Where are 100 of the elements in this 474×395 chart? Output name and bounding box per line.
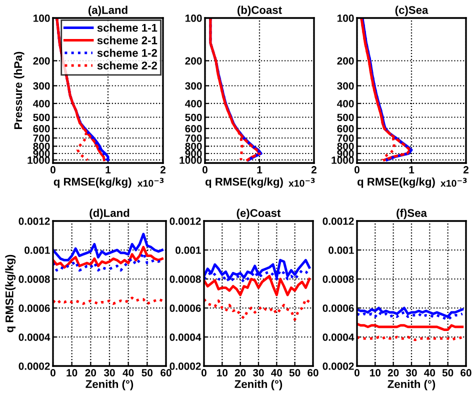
x-axis-title: Zenith (°): [388, 380, 436, 390]
y-tick-label: 500: [185, 114, 202, 122]
x-tick-label: 40: [122, 369, 134, 376]
y-tick-label: 700: [185, 134, 202, 142]
y-tick-label: 0.0002: [170, 362, 201, 370]
y-tick-label: 900: [337, 150, 354, 158]
y-tick-label: 0.0006: [322, 304, 354, 312]
y-tick-label: 0.0004: [18, 334, 50, 341]
y-tick-label: 200: [337, 57, 354, 65]
y-tick-label: 0.001: [328, 246, 354, 254]
line-series: [204, 298, 311, 321]
y-tick-label: 0.001: [176, 246, 201, 254]
legend-label: scheme 1-2: [97, 48, 158, 57]
y-tick-label: 100: [338, 14, 354, 22]
chart-title: (e)Coast: [236, 208, 281, 220]
x-tick-label: 20: [85, 369, 96, 376]
x-tick-label: 10: [66, 369, 78, 376]
line-series: [53, 252, 164, 272]
y-tick-label: 600: [33, 124, 50, 132]
x-tick-label: 2: [160, 166, 166, 174]
y-tick-label: 700: [337, 134, 354, 142]
x-tick-label: 60: [308, 369, 318, 376]
legend-label: scheme 2-1: [97, 36, 158, 44]
y-tick-label: 600: [337, 124, 354, 132]
chart-title: (d)Land: [90, 208, 130, 220]
line-series: [357, 306, 464, 318]
chart-title: (b)Coast: [238, 6, 282, 16]
chart-title: (a)Land: [88, 6, 128, 16]
y-tick-label: 500: [33, 114, 50, 122]
y-tick-label: 0.0006: [170, 304, 201, 312]
x-tick-label: 1: [409, 166, 414, 174]
y-tick-label: 300: [337, 82, 354, 90]
y-tick-label: 900: [33, 150, 50, 158]
y-tick-label: 800: [337, 142, 354, 150]
x-axis-title: q RMSE(kg/kg): [358, 178, 435, 188]
x-tick-label: 0: [354, 166, 360, 174]
text: x10$^{−3}$: [288, 178, 315, 187]
x-tick-label: 10: [217, 369, 228, 376]
legend-label: scheme 1-1: [97, 24, 158, 32]
x-tick-label: 30: [252, 369, 264, 376]
y-tick-label: 200: [185, 57, 202, 65]
y-tick-label: 300: [33, 82, 50, 90]
y-tick-label: 0.0008: [170, 276, 201, 283]
x-tick-label: 30: [406, 369, 417, 376]
line-series: [53, 246, 164, 269]
legend-label: scheme 2-2: [97, 61, 158, 70]
y-tick-label: 500: [337, 114, 354, 122]
chart-title: (c)Sea: [395, 6, 428, 16]
y-tick-label: 0.0008: [322, 276, 354, 283]
x-axis-title: Zenith (°): [234, 380, 282, 390]
x-tick-label: 10: [370, 369, 381, 376]
line-series: [53, 232, 164, 262]
x-tick-label: 0: [202, 166, 208, 174]
y-tick-label: 1000: [28, 156, 50, 164]
y-tick-label: 700: [33, 134, 50, 142]
y-axis-title: Pressure (hPa): [14, 52, 24, 129]
x-axis-title: q RMSE(kg/kg): [206, 178, 283, 188]
y-tick-label: 600: [185, 124, 202, 132]
y-tick-label: 100: [34, 14, 50, 22]
x-tick-label: 50: [142, 369, 153, 376]
line-series: [204, 258, 311, 280]
y-tick-label: 0.0004: [322, 334, 354, 341]
line-series: [204, 274, 311, 296]
y-tick-label: 0.0008: [18, 276, 50, 283]
y-tick-label: 0.0004: [170, 334, 202, 341]
y-tick-label: 0.0012: [170, 218, 201, 225]
y-tick-label: 100: [186, 14, 202, 22]
y-axis-title: q RMSE(kg/kg): [5, 254, 16, 332]
x-tick-label: 0: [50, 166, 56, 174]
y-tick-label: 800: [33, 142, 50, 150]
y-tick-label: 0.0002: [18, 362, 50, 370]
text: x10$^{−3}$: [440, 178, 467, 187]
chart-title: (f)Sea: [396, 208, 428, 220]
x-tick-label: 60: [460, 369, 472, 376]
y-tick-label: 0.0012: [322, 218, 354, 225]
y-tick-label: 1000: [180, 156, 202, 164]
y-tick-label: 0.001: [24, 246, 50, 254]
x-tick-label: 40: [424, 369, 436, 376]
x-tick-label: 50: [442, 369, 454, 376]
y-tick-label: 1000: [332, 156, 354, 164]
y-tick-label: 900: [185, 150, 202, 158]
x-axis-title: q RMSE(kg/kg): [54, 178, 132, 188]
x-tick-label: 20: [388, 369, 399, 376]
x-tick-label: 1: [257, 166, 262, 174]
y-tick-label: 300: [185, 82, 202, 90]
x-tick-label: 60: [160, 369, 172, 376]
x-tick-label: 0: [202, 369, 206, 376]
y-tick-label: 400: [33, 100, 50, 108]
x-axis-title: Zenith (°): [86, 380, 134, 390]
x-tick-label: 0: [50, 369, 56, 376]
x-tick-label: 30: [104, 369, 115, 376]
y-tick-label: 0.0012: [18, 218, 50, 225]
x-tick-label: 1: [106, 166, 111, 174]
x-tick-label: 0: [354, 369, 360, 376]
y-tick-label: 400: [337, 100, 354, 108]
x-tick-label: 40: [271, 369, 282, 376]
text: x10$^{−3}$: [137, 178, 164, 187]
x-tick-label: 50: [289, 369, 300, 376]
y-tick-label: 800: [185, 142, 202, 150]
y-tick-label: 0.0006: [18, 304, 50, 312]
